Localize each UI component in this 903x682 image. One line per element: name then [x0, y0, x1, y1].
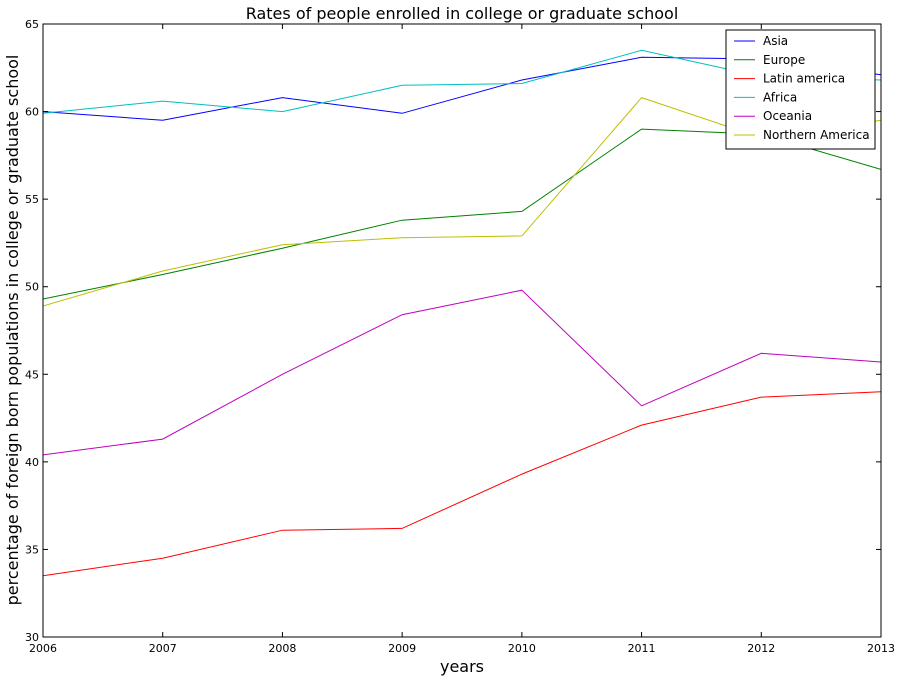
- legend-label-europe: Europe: [763, 53, 805, 67]
- y-tick-label: 40: [25, 456, 39, 469]
- chart-title: Rates of people enrolled in college or g…: [246, 4, 679, 23]
- y-tick-label: 30: [25, 631, 39, 644]
- y-axis-title: percentage of foreign born populations i…: [3, 55, 22, 606]
- x-tick-label: 2009: [388, 642, 416, 655]
- x-tick-label: 2006: [29, 642, 57, 655]
- legend-label-latin-america: Latin america: [763, 72, 845, 86]
- series-line-latin-america: [43, 391, 881, 577]
- y-tick-label: 35: [25, 543, 39, 556]
- y-tick-label: 45: [25, 368, 39, 381]
- legend: Asia Europe Latin america Africa Oceania Nort…: [725, 29, 876, 150]
- plot-frame: [42, 23, 882, 638]
- y-tick-label: 60: [25, 106, 39, 119]
- legend-box: [725, 29, 876, 150]
- y-tick-label: 55: [25, 193, 39, 206]
- ticks-layer: 2006 2007 2008 2009 2010 2011 2012 2013 30 35 40 45…: [25, 18, 895, 655]
- x-tick-label: 2011: [628, 642, 656, 655]
- series-line-oceania: [43, 289, 881, 456]
- x-tick-label: 2007: [149, 642, 177, 655]
- legend-label-asia: Asia: [763, 34, 788, 48]
- x-tick-label: 2013: [867, 642, 895, 655]
- legend-label-oceania: Oceania: [763, 109, 812, 123]
- y-tick-label: 50: [25, 281, 39, 294]
- x-tick-label: 2010: [508, 642, 536, 655]
- legend-label-northern-america: Northern America: [763, 128, 870, 142]
- y-tick-label: 65: [25, 18, 39, 31]
- legend-label-africa: Africa: [763, 90, 797, 104]
- x-tick-label: 2008: [268, 642, 296, 655]
- x-axis-title: years: [440, 657, 484, 676]
- x-tick-label: 2012: [747, 642, 775, 655]
